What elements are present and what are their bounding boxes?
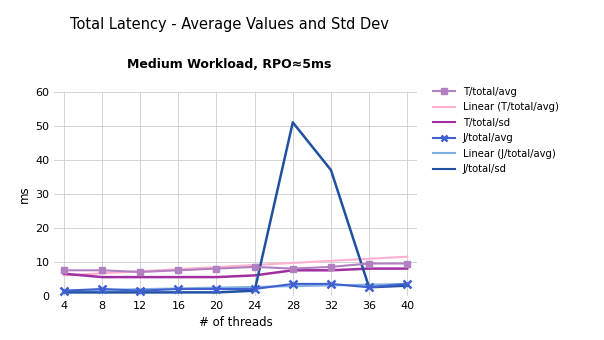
- Legend: T/total/avg, Linear (T/total/avg), T/total/sd, J/total/avg, Linear (J/total/avg): T/total/avg, Linear (T/total/avg), T/tot…: [432, 87, 559, 174]
- X-axis label: # of threads: # of threads: [199, 316, 272, 329]
- Y-axis label: ms: ms: [18, 185, 31, 203]
- Text: Medium Workload, RPO≈5ms: Medium Workload, RPO≈5ms: [127, 58, 332, 71]
- Text: Total Latency - Average Values and Std Dev: Total Latency - Average Values and Std D…: [70, 17, 389, 32]
